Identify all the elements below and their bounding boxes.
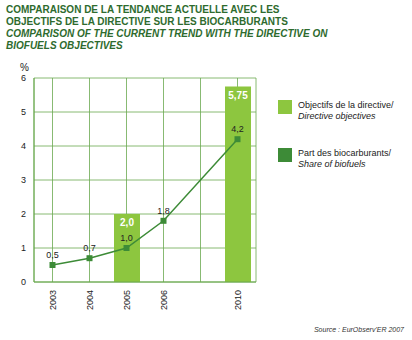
svg-text:1,8: 1,8 <box>157 206 170 216</box>
svg-text:5,75: 5,75 <box>228 90 248 101</box>
svg-text:2: 2 <box>21 209 26 219</box>
svg-text:4: 4 <box>21 141 26 151</box>
html-text:Share of biofuels: Share of biofuels <box>298 159 366 169</box>
svg-text:6: 6 <box>21 73 26 83</box>
html-text:Source : EurObserv'ER 2007: Source : EurObserv'ER 2007 <box>314 326 404 333</box>
html-text:Part des biocarburants/: Part des biocarburants/ <box>298 148 392 158</box>
svg-text:0: 0 <box>21 277 26 287</box>
svg-text:0,5: 0,5 <box>46 250 59 260</box>
svg-text:2006: 2006 <box>159 290 169 310</box>
html-text:COMPARAISON DE LA TENDANCE ACT: COMPARAISON DE LA TENDANCE ACTUELLE AVEC… <box>6 4 288 27</box>
svg-text:2010: 2010 <box>233 290 243 310</box>
svg-text:2004: 2004 <box>85 290 95 310</box>
svg-text:2,0: 2,0 <box>120 217 134 228</box>
html-text:COMPARISON OF THE CURRENT TREN: COMPARISON OF THE CURRENT TREND WITH THE… <box>6 28 328 51</box>
html-text:Directive objectives: Directive objectives <box>298 111 376 121</box>
svg-text:2003: 2003 <box>48 290 58 310</box>
html-text:Objectifs de la directive/: Objectifs de la directive/ <box>298 100 394 110</box>
svg-text:5: 5 <box>21 107 26 117</box>
svg-text:2005: 2005 <box>122 290 132 310</box>
svg-text:4,2: 4,2 <box>231 124 244 134</box>
svg-text:1: 1 <box>21 243 26 253</box>
svg-text:3: 3 <box>21 175 26 185</box>
svg-text:0,7: 0,7 <box>83 243 96 253</box>
svg-text:1,0: 1,0 <box>120 233 133 243</box>
